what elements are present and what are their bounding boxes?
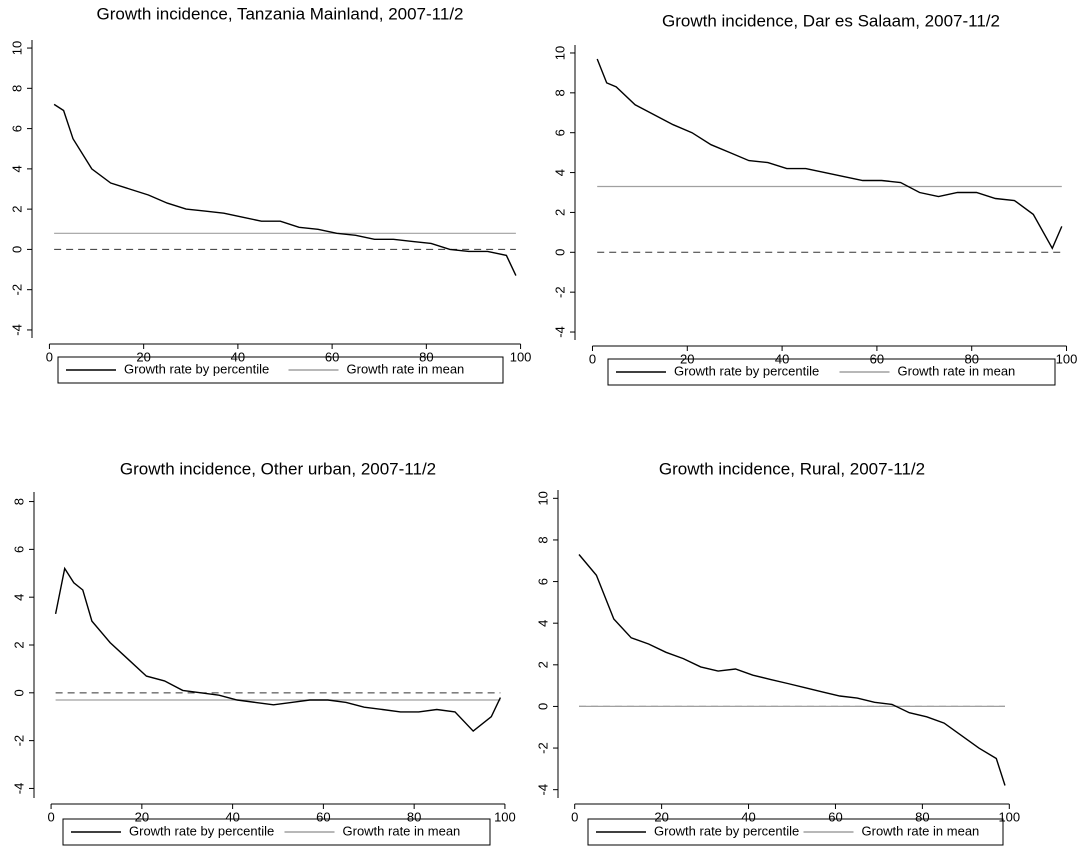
series-line — [596, 58, 1063, 250]
legend-label: Growth rate by percentile — [124, 361, 269, 376]
y-tick-label: 0 — [535, 703, 550, 710]
y-tick-label: 6 — [535, 578, 550, 585]
legend-box — [587, 818, 1004, 846]
y-tick-label: -2 — [11, 735, 26, 747]
y-tick-label: -4 — [11, 783, 26, 795]
panel: Growth incidence, Rural, 2007-11/2 -4 -2 0 2… — [535, 459, 1020, 846]
chart-title: Growth incidence, Other urban, 2007-11/2 — [120, 459, 436, 478]
y-tick-label: 4 — [9, 165, 24, 172]
y-tick-label: 10 — [535, 491, 550, 505]
y-tick-label: 2 — [535, 661, 550, 668]
y-tick-label: 10 — [552, 46, 567, 60]
y-tick-label: 2 — [552, 209, 567, 216]
x-tick-label: 100 — [494, 809, 516, 824]
chart-title: Growth incidence, Dar es Salaam, 2007-11… — [662, 11, 1000, 30]
panel: Growth incidence, Dar es Salaam, 2007-11… — [552, 11, 1078, 386]
y-tick-label: 8 — [11, 498, 26, 505]
y-tick-label: 0 — [552, 249, 567, 256]
x-tick-label: 0 — [571, 809, 578, 824]
y-tick-label: 4 — [552, 169, 567, 176]
legend-label: Growth rate by percentile — [654, 823, 799, 838]
x-tick-label: 40 — [741, 809, 755, 824]
x-tick-label: 60 — [828, 809, 842, 824]
y-tick-label: 0 — [9, 246, 24, 253]
panel: Growth incidence, Tanzania Mainland, 200… — [9, 4, 532, 384]
legend-box — [607, 358, 1056, 386]
y-tick-label: 0 — [11, 689, 26, 696]
y-tick-label: 2 — [9, 206, 24, 213]
legend-label: Growth rate by percentile — [674, 363, 819, 378]
y-tick-label: 10 — [9, 41, 24, 55]
y-tick-label: 8 — [552, 89, 567, 96]
legend-box — [62, 818, 491, 846]
legend-label: Growth rate in mean — [347, 361, 465, 376]
x-tick-label: 0 — [47, 809, 54, 824]
y-tick-label: 4 — [535, 620, 550, 627]
y-tick-label: 6 — [9, 125, 24, 132]
y-tick-label: -2 — [535, 742, 550, 754]
x-tick-label: 20 — [135, 809, 149, 824]
chart-title: Growth incidence, Rural, 2007-11/2 — [659, 459, 925, 478]
y-tick-label: 2 — [11, 641, 26, 648]
x-tick-label: 100 — [510, 349, 532, 364]
x-tick-label: 40 — [225, 809, 239, 824]
series-line — [578, 554, 1006, 786]
y-tick-label: 8 — [535, 536, 550, 543]
y-tick-label: -4 — [9, 324, 24, 336]
series-line — [54, 566, 502, 733]
legend-box — [57, 356, 504, 384]
y-tick-label: 8 — [9, 85, 24, 92]
legend-label: Growth rate in mean — [898, 363, 1016, 378]
x-tick-label: 100 — [998, 809, 1020, 824]
x-tick-label: 80 — [407, 809, 421, 824]
x-tick-label: 100 — [1056, 351, 1078, 366]
series-line — [53, 103, 517, 276]
chart-title: Growth incidence, Tanzania Mainland, 200… — [97, 4, 464, 23]
panel: Growth incidence, Other urban, 2007-11/2… — [11, 459, 516, 846]
y-tick-label: -2 — [552, 286, 567, 298]
x-tick-label: 60 — [316, 809, 330, 824]
y-tick-label: 6 — [552, 129, 567, 136]
y-tick-label: -2 — [9, 284, 24, 296]
x-tick-label: 80 — [915, 809, 929, 824]
legend-label: Growth rate in mean — [862, 823, 980, 838]
legend-label: Growth rate by percentile — [129, 823, 274, 838]
y-tick-label: 6 — [11, 546, 26, 553]
legend-label: Growth rate in mean — [343, 823, 461, 838]
y-tick-label: -4 — [552, 326, 567, 338]
x-tick-label: 0 — [589, 351, 596, 366]
y-tick-label: -4 — [535, 784, 550, 796]
y-tick-label: 4 — [11, 594, 26, 601]
x-tick-label: 20 — [654, 809, 668, 824]
x-tick-label: 0 — [46, 349, 53, 364]
